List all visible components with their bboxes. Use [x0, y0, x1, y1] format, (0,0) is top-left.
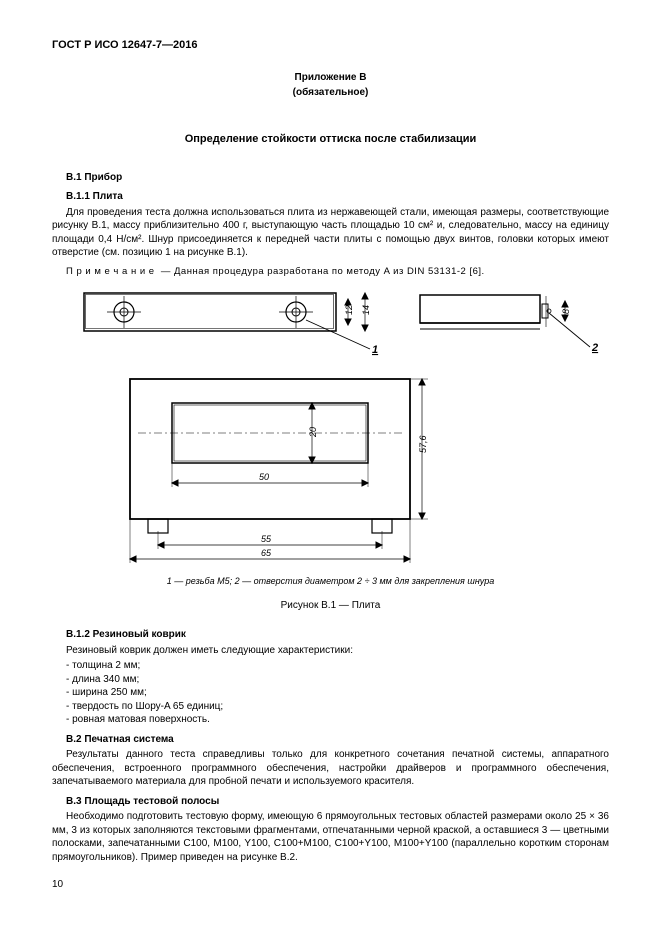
section-b11-title: B.1.1 Плита [52, 190, 609, 204]
dim-65: 65 [261, 548, 272, 558]
figure-caption: Рисунок B.1 — Плита [52, 599, 609, 613]
list-item: - длина 340 мм; [52, 673, 609, 687]
dim-50: 50 [259, 472, 269, 482]
figure-b1-svg: 12 14 1 8 2 [52, 287, 609, 565]
b3-paragraph: Необходимо подготовить тестовую форму, и… [52, 810, 609, 864]
section-b3-title: B.3 Площадь тестовой полосы [52, 795, 609, 809]
b11-note: П р и м е ч а н и е — Данная процедура р… [52, 266, 609, 279]
annex-title: Приложение B [52, 71, 609, 85]
section-b12-title: B.1.2 Резиновый коврик [52, 628, 609, 642]
b12-list: - толщина 2 мм; - длина 340 мм; - ширина… [52, 659, 609, 727]
main-heading: Определение стойкости оттиска после стаб… [52, 132, 609, 147]
dim-20: 20 [308, 426, 318, 437]
dim-55: 55 [261, 534, 272, 544]
section-b1-title: B.1 Прибор [52, 171, 609, 185]
b2-paragraph: Результаты данного теста справедливы тол… [52, 748, 609, 789]
figure-b1: 12 14 1 8 2 [52, 287, 609, 565]
list-item: - толщина 2 мм; [52, 659, 609, 673]
b12-intro: Резиновый коврик должен иметь следующие … [52, 644, 609, 658]
dim-12: 12 [344, 304, 354, 314]
section-b2-title: B.2 Печатная система [52, 733, 609, 747]
figure-legend: 1 — резьба M5; 2 — отверстия диаметром 2… [52, 575, 609, 587]
page: ГОСТ Р ИСО 12647-7—2016 Приложение B (об… [0, 0, 661, 912]
list-item: - ровная матовая поверхность. [52, 713, 609, 727]
dim-57-6: 57,6 [418, 435, 428, 453]
page-number: 10 [52, 878, 609, 892]
list-item: - ширина 250 мм; [52, 686, 609, 700]
annex-subtitle: (обязательное) [52, 86, 609, 100]
note-text: — Данная процедура разработана по методу… [161, 266, 485, 277]
dim-14: 14 [361, 304, 371, 314]
b11-paragraph: Для проведения теста должна использовать… [52, 206, 609, 260]
list-item: - твердость по Шору-A 65 единиц; [52, 700, 609, 714]
document-id: ГОСТ Р ИСО 12647-7—2016 [52, 38, 609, 53]
callout-1: 1 [372, 344, 378, 356]
dim-8: 8 [561, 308, 571, 313]
note-label: П р и м е ч а н и е [66, 266, 155, 277]
callout-2: 2 [591, 342, 598, 354]
